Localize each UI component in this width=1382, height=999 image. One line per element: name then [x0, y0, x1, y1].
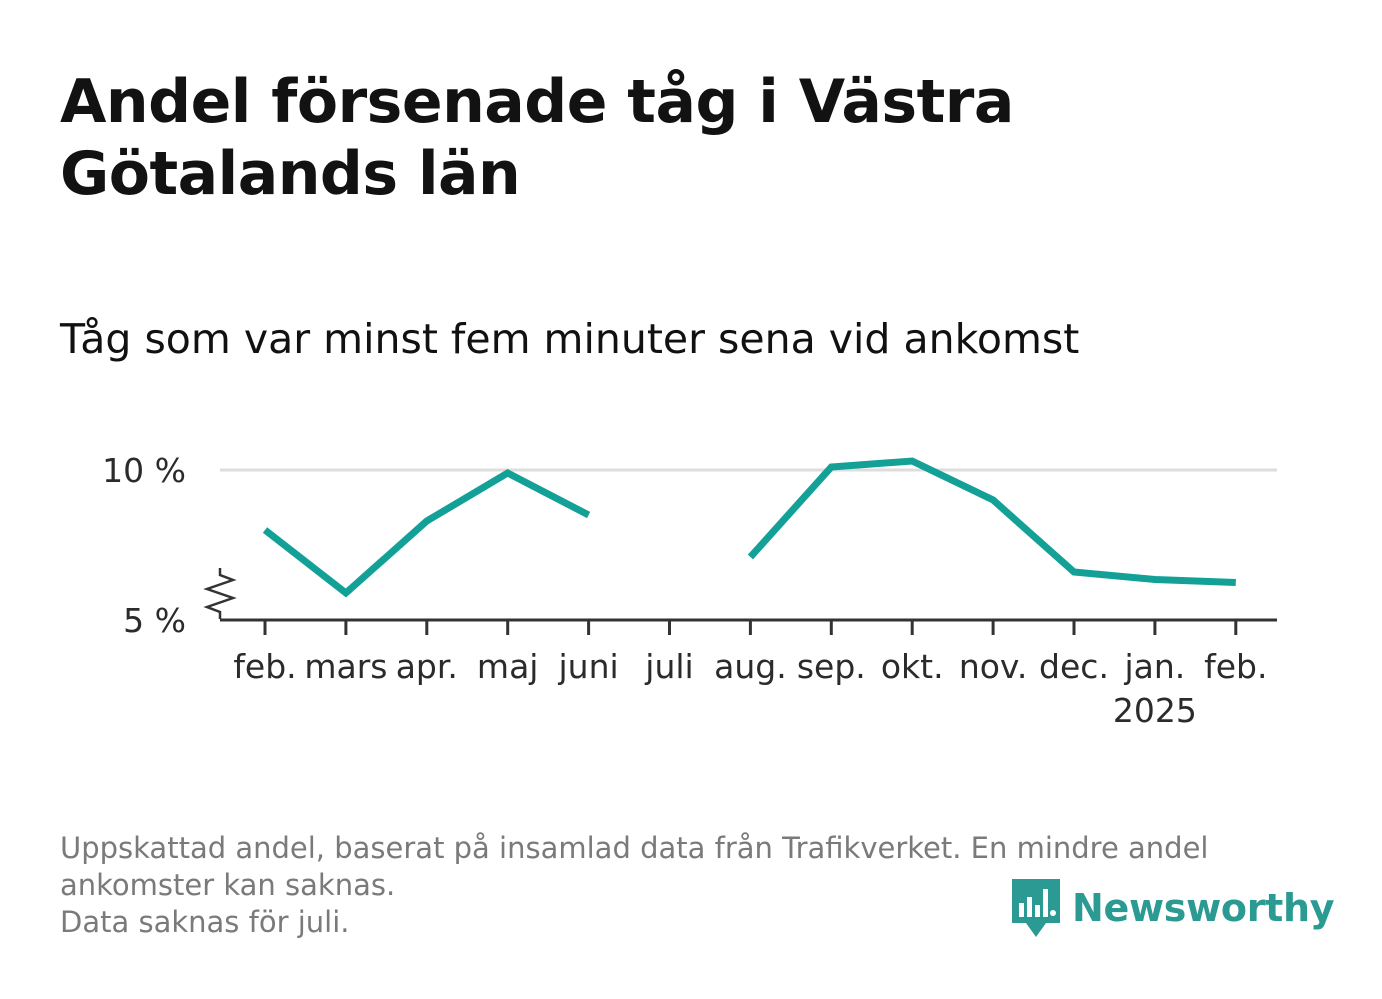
- x-tick-label: jan.: [1124, 647, 1186, 686]
- x-tick-label: apr.: [396, 647, 458, 686]
- footer-note-line-1: Uppskattad andel, baserat på insamlad da…: [60, 831, 1209, 902]
- x-axis: [203, 568, 1277, 635]
- series-line-segment: [747, 457, 1236, 586]
- chart-subtitle: Tåg som var minst fem minuter sena vid a…: [60, 315, 1080, 363]
- x-tick-label: mars: [304, 647, 387, 686]
- x-tick-label: feb.: [1204, 647, 1267, 686]
- x-axis-labels: feb. mars apr. maj juni juli aug. sep. okt. nov. d…: [233, 647, 1267, 730]
- x-tick-label: aug.: [714, 647, 787, 686]
- x-tick-label: feb.: [233, 647, 296, 686]
- x-tick-label: nov.: [959, 647, 1028, 686]
- footer-note-line-2: Data saknas för juli.: [60, 905, 350, 939]
- series-lines: [262, 457, 1236, 598]
- x-tick-label: okt.: [881, 647, 944, 686]
- x-tick-label: juni: [558, 647, 619, 686]
- x-tick-label: juli: [644, 647, 693, 686]
- x-tick-year-label: 2025: [1113, 691, 1197, 730]
- axis-break-mark: [203, 568, 237, 619]
- brand-name: Newsworthy: [1072, 886, 1335, 930]
- x-tick-label: maj: [477, 647, 539, 686]
- x-tick-label: sep.: [797, 647, 866, 686]
- chart-title: Andel försenade tåg i Västra Götalands l…: [60, 67, 1014, 209]
- footer-note: Uppskattad andel, baserat på insamlad da…: [60, 830, 1330, 941]
- newsworthy-logo-icon: [1012, 879, 1060, 937]
- brand-logo: Newsworthy: [1010, 876, 1335, 940]
- series-line-segment: [262, 468, 591, 598]
- x-tick-label: dec.: [1039, 647, 1109, 686]
- y-tick-label: 5 %: [123, 601, 186, 640]
- y-tick-label: 10 %: [102, 451, 186, 490]
- y-axis-labels: 5 % 10 %: [102, 451, 186, 640]
